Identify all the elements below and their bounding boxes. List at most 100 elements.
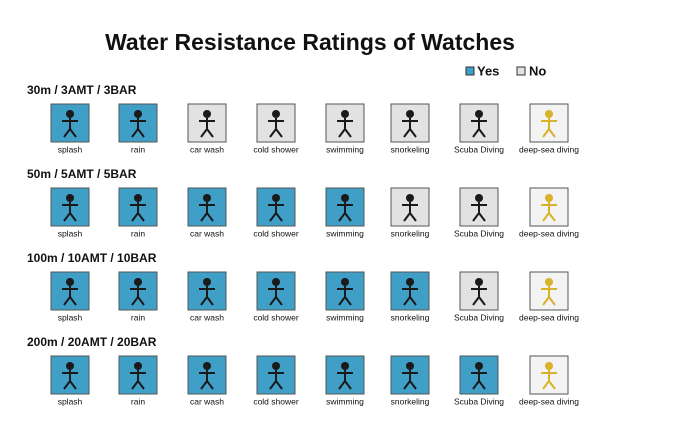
figure-head (134, 194, 142, 202)
figure-body (402, 370, 418, 390)
figure-head (203, 362, 211, 370)
rating-label: 30m / 3AMT / 3BAR (27, 83, 137, 97)
activity-icon (50, 355, 90, 395)
activity-icon (325, 187, 365, 227)
legend-label: Yes (477, 63, 499, 78)
rating-label: 50m / 5AMT / 5BAR (27, 167, 137, 181)
figure-head (341, 110, 349, 118)
figure-head (66, 110, 74, 118)
legend-swatch (516, 66, 526, 76)
activity-icon (325, 271, 365, 311)
activity-label: splash (58, 228, 83, 238)
figure-body (130, 370, 146, 390)
activity-label: cold shower (253, 144, 299, 154)
activity-label: rain (131, 144, 145, 154)
activity-label: Scuba Diving (454, 312, 504, 322)
activity-icon (50, 187, 90, 227)
figure-head (341, 362, 349, 370)
activity-icon (256, 355, 296, 395)
activity-label: car wash (190, 312, 224, 322)
rating-label: 100m / 10AMT / 10BAR (27, 251, 157, 265)
activity-label: snorkeling (391, 312, 430, 322)
activity-label: splash (58, 312, 83, 322)
activity-icon (390, 271, 430, 311)
activity-label: swimming (326, 228, 364, 238)
activity-label: swimming (326, 312, 364, 322)
figure-body (541, 370, 557, 390)
figure-body (471, 370, 487, 390)
activity-label: deep-sea diving (519, 144, 579, 154)
activity-icon (459, 355, 499, 395)
figure-body (268, 202, 284, 222)
activity-icon (459, 187, 499, 227)
figure-body (268, 118, 284, 138)
activity-label: cold shower (253, 312, 299, 322)
activity-label: deep-sea diving (519, 228, 579, 238)
figure-body (337, 118, 353, 138)
figure-body (130, 202, 146, 222)
activity-label: Scuba Diving (454, 396, 504, 406)
activity-label: car wash (190, 396, 224, 406)
activity-label: rain (131, 228, 145, 238)
figure-body (402, 202, 418, 222)
activity-icon (256, 271, 296, 311)
activity-icon (118, 103, 158, 143)
figure-body (337, 370, 353, 390)
activity-label: splash (58, 396, 83, 406)
activity-label: splash (58, 144, 83, 154)
activity-label: cold shower (253, 396, 299, 406)
activity-label: deep-sea diving (519, 312, 579, 322)
figure-head (406, 194, 414, 202)
activity-icon (118, 271, 158, 311)
figure-body (268, 370, 284, 390)
activity-icon (529, 355, 569, 395)
figure-body (62, 370, 78, 390)
legend-label: No (529, 63, 546, 78)
figure-head (272, 362, 280, 370)
figure-body (62, 286, 78, 306)
figure-head (203, 110, 211, 118)
activity-label: Scuba Diving (454, 228, 504, 238)
figure-body (541, 286, 557, 306)
figure-head (341, 194, 349, 202)
figure-head (203, 194, 211, 202)
figure-body (199, 286, 215, 306)
activity-icon (187, 355, 227, 395)
activity-label: car wash (190, 228, 224, 238)
figure-body (541, 118, 557, 138)
figure-body (199, 118, 215, 138)
figure-head (341, 278, 349, 286)
figure-head (545, 194, 553, 202)
activity-icon (529, 103, 569, 143)
figure-head (134, 110, 142, 118)
activity-icon (325, 355, 365, 395)
activity-label: snorkeling (391, 228, 430, 238)
activity-icon (50, 271, 90, 311)
figure-body (337, 286, 353, 306)
activity-icon (187, 187, 227, 227)
figure-head (134, 362, 142, 370)
figure-body (471, 202, 487, 222)
rating-label: 200m / 20AMT / 20BAR (27, 335, 157, 349)
activity-icon (256, 103, 296, 143)
figure-body (471, 118, 487, 138)
activity-label: swimming (326, 396, 364, 406)
figure-head (406, 110, 414, 118)
activity-icon (529, 187, 569, 227)
activity-label: rain (131, 396, 145, 406)
activity-icon (459, 103, 499, 143)
figure-head (545, 278, 553, 286)
activity-label: cold shower (253, 228, 299, 238)
title: Water Resistance Ratings of Watches (105, 29, 515, 55)
activity-icon (187, 271, 227, 311)
figure-head (272, 110, 280, 118)
activity-label: snorkeling (391, 144, 430, 154)
figure-head (545, 110, 553, 118)
figure-body (130, 286, 146, 306)
activity-icon (187, 103, 227, 143)
figure-head (475, 194, 483, 202)
activity-icon (390, 187, 430, 227)
figure-head (134, 278, 142, 286)
figure-head (203, 278, 211, 286)
